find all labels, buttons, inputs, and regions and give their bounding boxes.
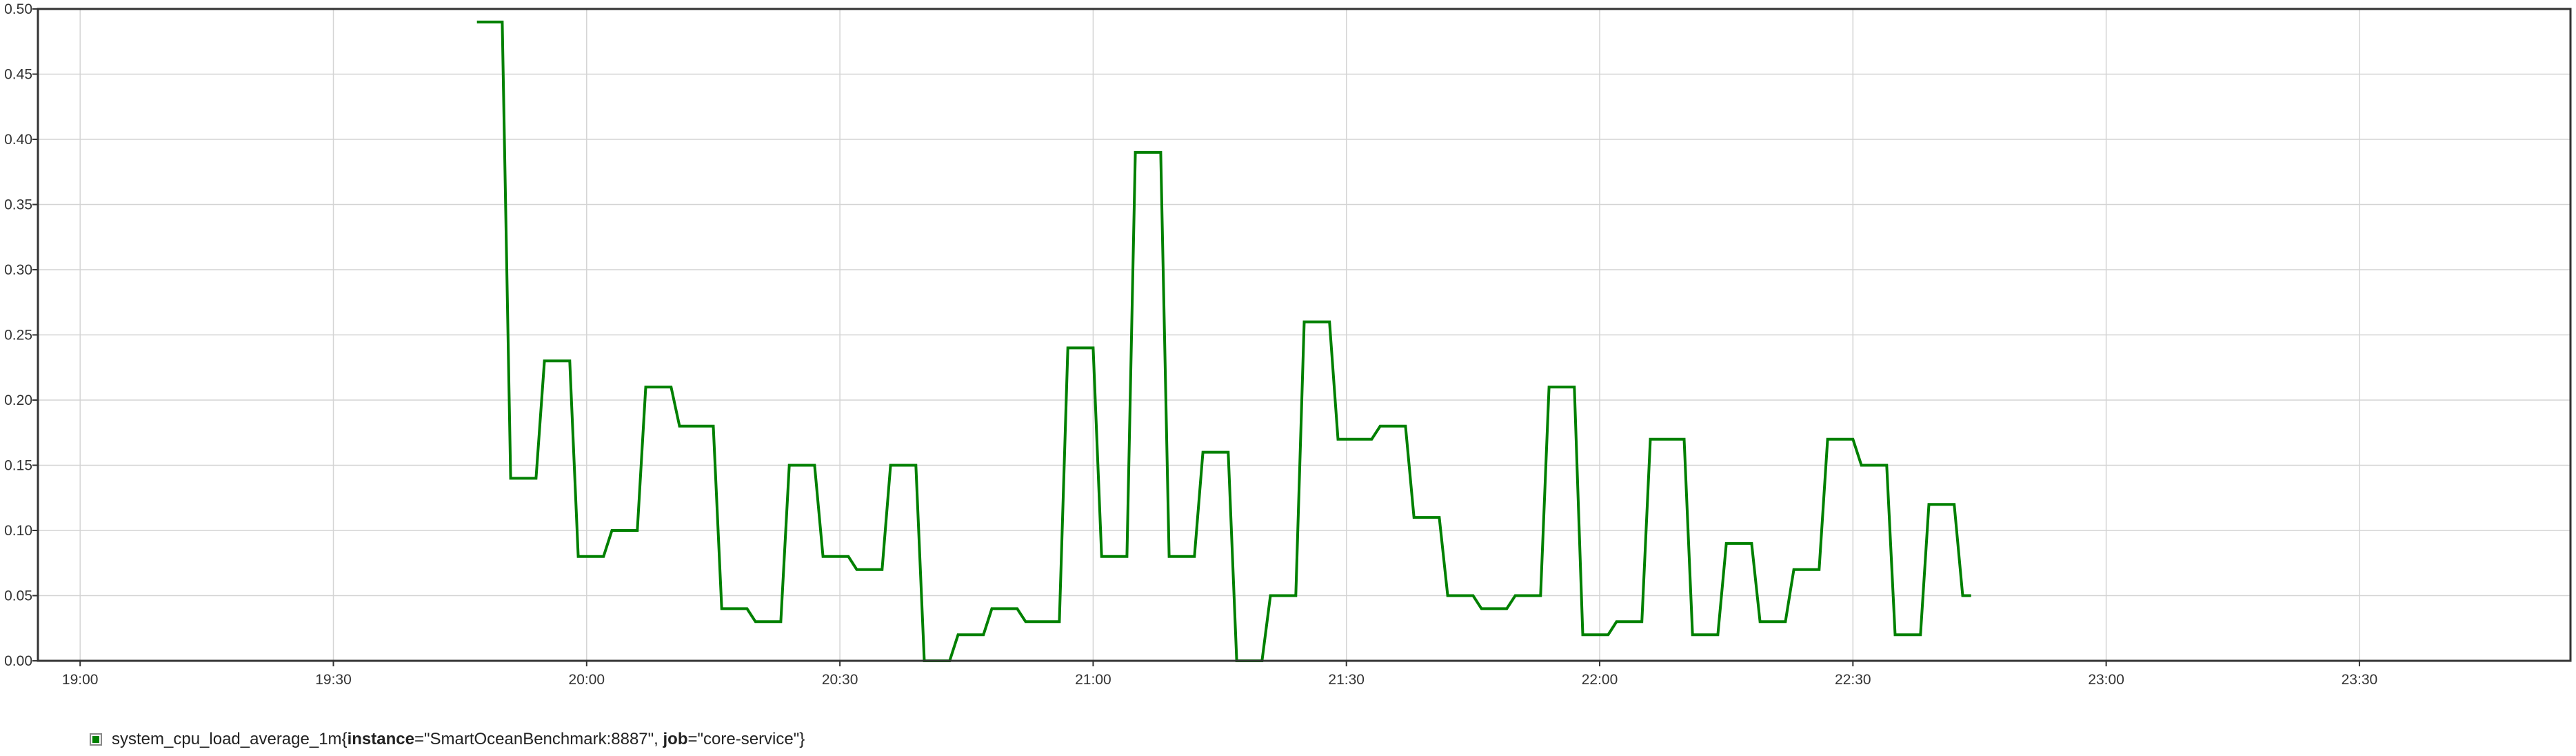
x-tick-label: 23:00 (2088, 672, 2124, 688)
x-tick-label: 19:30 (315, 672, 352, 688)
y-tick-label: 0.45 (4, 67, 32, 83)
x-tick-label: 22:00 (1582, 672, 1618, 688)
y-axis-ticks: 0.00 0.05 0.10 0.15 0.20 0.25 0.30 0.35 0.40 0.45… (4, 1, 38, 669)
legend-job-value: ="core-service"} (687, 730, 805, 748)
legend-metric: system_cpu_load_average_1m{ (112, 730, 348, 748)
series-line (476, 20, 1971, 662)
y-tick-label: 0.40 (4, 132, 32, 148)
x-tick-label: 22:30 (1835, 672, 1871, 688)
y-tick-label: 0.25 (4, 328, 32, 344)
legend-instance-value: ="SmartOceanBenchmark:8887", (414, 730, 663, 748)
y-tick-label: 0.05 (4, 588, 32, 604)
y-tick-label: 0.50 (4, 1, 32, 17)
y-tick-label: 0.35 (4, 197, 32, 213)
x-tick-label: 19:00 (62, 672, 99, 688)
x-axis-ticks: 19:00 19:30 20:00 20:30 21:00 21:30 22:00 22:30… (62, 661, 2377, 688)
chart: 0.00 0.05 0.10 0.15 0.20 0.25 0.30 0.35 0.40 0.45… (4, 1, 2572, 688)
legend[interactable]: system_cpu_load_average_1m{instance="Sma… (90, 730, 805, 749)
y-tick-label: 0.15 (4, 458, 32, 474)
x-tick-label: 20:00 (569, 672, 605, 688)
x-tick-label: 23:30 (2342, 672, 2378, 688)
legend-label: system_cpu_load_average_1m{instance="Sma… (112, 730, 805, 749)
x-tick-label: 21:00 (1075, 672, 1111, 688)
plot-frame (37, 8, 2572, 662)
legend-instance-key: instance (347, 730, 414, 748)
y-tick-label: 0.30 (4, 262, 32, 278)
x-tick-label: 21:30 (1328, 672, 1365, 688)
y-tick-label: 0.00 (4, 653, 32, 669)
series-layer (476, 20, 1971, 662)
y-tick-label: 0.20 (4, 392, 32, 408)
legend-swatch-color (92, 736, 99, 743)
x-tick-label: 20:30 (822, 672, 858, 688)
y-tick-label: 0.10 (4, 523, 32, 539)
legend-job-key: job (663, 730, 688, 748)
legend-swatch[interactable] (90, 733, 102, 746)
